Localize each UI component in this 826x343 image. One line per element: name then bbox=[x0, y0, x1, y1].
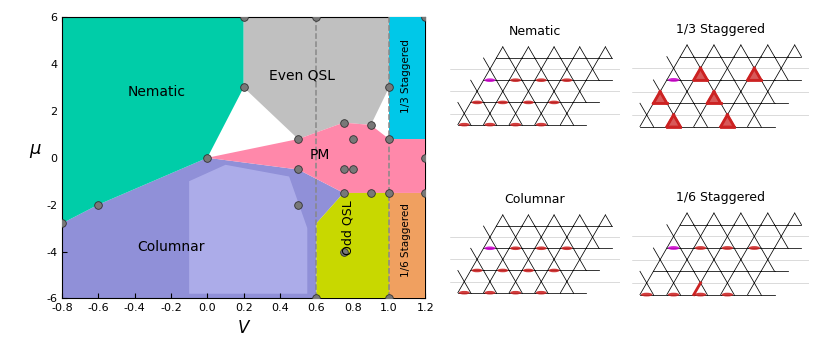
Ellipse shape bbox=[722, 246, 733, 250]
Text: PM: PM bbox=[310, 149, 330, 163]
Ellipse shape bbox=[472, 100, 482, 104]
Text: Even QSL: Even QSL bbox=[268, 69, 335, 83]
Ellipse shape bbox=[695, 293, 706, 296]
Ellipse shape bbox=[536, 79, 547, 82]
Ellipse shape bbox=[536, 247, 547, 250]
Ellipse shape bbox=[523, 269, 534, 272]
Text: Columnar: Columnar bbox=[137, 240, 205, 254]
Ellipse shape bbox=[748, 246, 760, 250]
Ellipse shape bbox=[548, 100, 559, 104]
Polygon shape bbox=[721, 115, 734, 127]
Ellipse shape bbox=[497, 100, 508, 104]
Ellipse shape bbox=[536, 291, 547, 295]
Ellipse shape bbox=[536, 123, 547, 127]
Polygon shape bbox=[667, 115, 681, 127]
Polygon shape bbox=[389, 17, 425, 139]
Polygon shape bbox=[244, 17, 389, 139]
Ellipse shape bbox=[485, 79, 496, 82]
Ellipse shape bbox=[548, 269, 559, 272]
Text: 1/6 Staggered: 1/6 Staggered bbox=[401, 203, 411, 277]
Text: 1/3 Staggered: 1/3 Staggered bbox=[401, 39, 411, 113]
Ellipse shape bbox=[472, 269, 482, 272]
Ellipse shape bbox=[485, 123, 496, 127]
Ellipse shape bbox=[497, 269, 508, 272]
Ellipse shape bbox=[668, 293, 679, 296]
Ellipse shape bbox=[485, 291, 496, 295]
Text: Odd QSL: Odd QSL bbox=[342, 201, 354, 256]
Ellipse shape bbox=[458, 291, 470, 295]
Title: Nematic: Nematic bbox=[509, 25, 561, 38]
Ellipse shape bbox=[523, 100, 534, 104]
Ellipse shape bbox=[722, 293, 733, 296]
Polygon shape bbox=[62, 17, 244, 223]
Polygon shape bbox=[189, 165, 307, 294]
Title: 1/3 Staggered: 1/3 Staggered bbox=[676, 23, 765, 36]
Ellipse shape bbox=[458, 123, 470, 127]
Ellipse shape bbox=[485, 247, 496, 250]
Ellipse shape bbox=[510, 79, 521, 82]
Ellipse shape bbox=[562, 79, 572, 82]
Text: Nematic: Nematic bbox=[127, 85, 186, 99]
Ellipse shape bbox=[695, 246, 706, 250]
Ellipse shape bbox=[641, 293, 653, 296]
Title: Columnar: Columnar bbox=[505, 193, 565, 206]
X-axis label: V: V bbox=[238, 319, 249, 337]
Polygon shape bbox=[653, 92, 667, 103]
Polygon shape bbox=[62, 158, 344, 298]
Y-axis label: μ: μ bbox=[29, 140, 40, 158]
Polygon shape bbox=[389, 193, 425, 298]
Title: 1/6 Staggered: 1/6 Staggered bbox=[676, 191, 765, 204]
Polygon shape bbox=[316, 193, 389, 298]
Ellipse shape bbox=[510, 123, 521, 127]
Ellipse shape bbox=[562, 247, 572, 250]
Ellipse shape bbox=[668, 78, 679, 82]
Ellipse shape bbox=[668, 246, 679, 250]
Polygon shape bbox=[207, 123, 425, 193]
Ellipse shape bbox=[510, 291, 521, 295]
Polygon shape bbox=[694, 68, 707, 80]
Ellipse shape bbox=[510, 247, 521, 250]
Polygon shape bbox=[707, 92, 721, 103]
Polygon shape bbox=[748, 68, 761, 80]
